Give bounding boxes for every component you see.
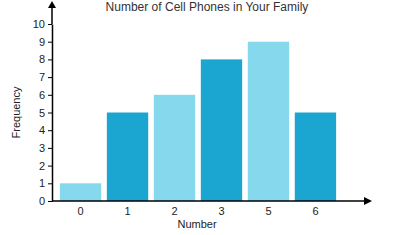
bar bbox=[201, 59, 242, 201]
y-tick: 5 bbox=[39, 107, 52, 119]
bar bbox=[107, 113, 148, 202]
y-tick-mark bbox=[48, 166, 52, 167]
bar bbox=[248, 42, 289, 201]
y-tick: 7 bbox=[39, 71, 52, 83]
x-tick-label: 5 bbox=[265, 205, 271, 217]
bar bbox=[154, 95, 195, 201]
y-tick-label: 8 bbox=[39, 53, 45, 65]
y-tick: 4 bbox=[39, 124, 52, 136]
x-axis-title: Number bbox=[177, 218, 216, 230]
title: Number of Cell Phones in Your Family bbox=[106, 0, 309, 14]
y-tick: 3 bbox=[39, 142, 52, 154]
y-tick: 9 bbox=[39, 36, 52, 48]
y-tick-label: 4 bbox=[39, 124, 45, 136]
bars bbox=[60, 42, 336, 201]
x-axis-line bbox=[52, 200, 342, 202]
bar bbox=[60, 183, 101, 201]
y-tick: 8 bbox=[39, 53, 52, 65]
y-tick-mark bbox=[48, 130, 52, 131]
y-tick: 6 bbox=[39, 89, 52, 101]
x-arrow-line bbox=[342, 200, 366, 202]
x-arrow-head bbox=[364, 197, 372, 205]
y-arrow-head bbox=[48, 1, 56, 8]
y-axis-title: Frequency bbox=[10, 86, 22, 138]
x-tick: 0 bbox=[77, 205, 83, 217]
y-tick-mark bbox=[48, 201, 52, 202]
y-tick-mark bbox=[48, 95, 52, 96]
x-tick-label: 6 bbox=[312, 205, 318, 217]
x-tick: 5 bbox=[265, 205, 271, 217]
y-tick-mark bbox=[48, 77, 52, 78]
y-tick-mark bbox=[48, 42, 52, 43]
y-tick-mark bbox=[48, 59, 52, 60]
y-tick-label: 10 bbox=[33, 18, 45, 30]
y-tick-mark bbox=[48, 113, 52, 114]
y-tick: 1 bbox=[39, 177, 52, 189]
x-tick: 6 bbox=[312, 205, 318, 217]
x-tick: 2 bbox=[171, 205, 177, 217]
y-tick-label: 9 bbox=[39, 36, 45, 48]
x-tick-label: 3 bbox=[218, 205, 224, 217]
y-tick-label: 7 bbox=[39, 71, 45, 83]
y-tick-mark bbox=[48, 148, 52, 149]
x-tick-label: 1 bbox=[124, 205, 130, 217]
x-tick: 1 bbox=[124, 205, 130, 217]
y-tick-label: 0 bbox=[39, 195, 45, 207]
y-tick-label: 1 bbox=[39, 177, 45, 189]
y-tick-label: 3 bbox=[39, 142, 45, 154]
y-tick-label: 2 bbox=[39, 160, 45, 172]
chart: 0 1 2 3 4 5 6 7 8 9 10 0 1 2 3 5 6 Number of Cell Phones … bbox=[0, 0, 399, 235]
x-tick-label: 2 bbox=[171, 205, 177, 217]
bar bbox=[295, 113, 336, 202]
x-tick-label: 0 bbox=[77, 205, 83, 217]
y-tick-mark bbox=[48, 183, 52, 184]
y-axis: 0 1 2 3 4 5 6 7 8 9 10 bbox=[33, 18, 53, 207]
y-tick: 2 bbox=[39, 160, 52, 172]
y-tick-mark bbox=[48, 24, 52, 25]
y-tick: 10 bbox=[33, 18, 52, 30]
y-tick: 0 bbox=[39, 195, 52, 207]
x-axis: 0 1 2 3 5 6 bbox=[52, 201, 342, 217]
y-tick-label: 6 bbox=[39, 89, 45, 101]
y-tick-label: 5 bbox=[39, 107, 45, 119]
x-tick: 3 bbox=[218, 205, 224, 217]
axis-arrows bbox=[48, 1, 372, 205]
y-arrow-line bbox=[51, 6, 53, 24]
